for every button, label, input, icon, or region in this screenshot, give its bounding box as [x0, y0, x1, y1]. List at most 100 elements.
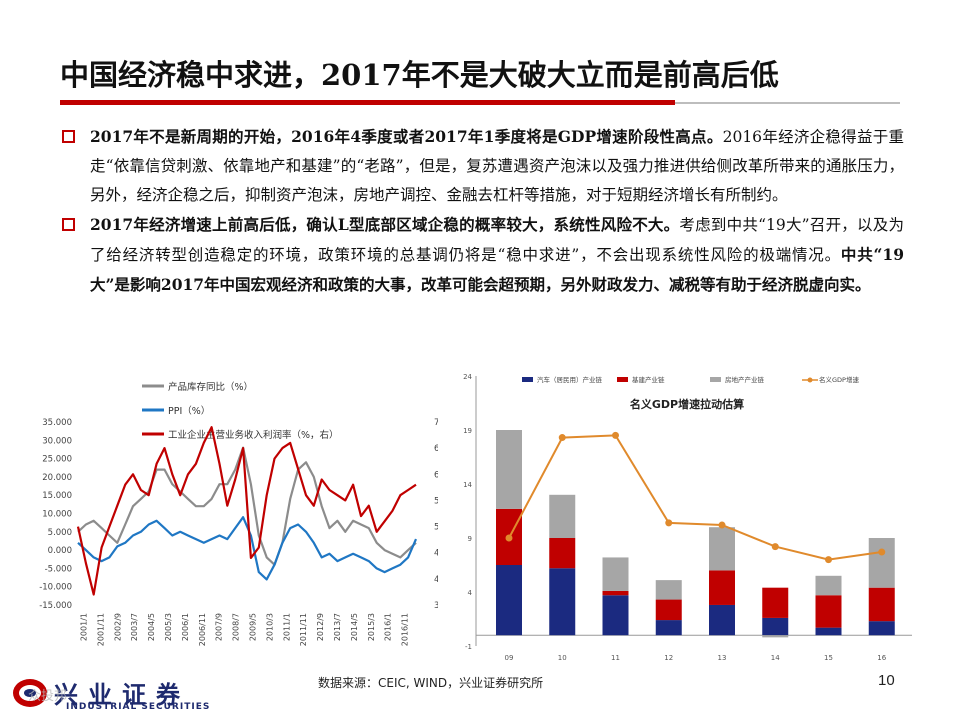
- source-note: 数据来源：CEIC, WIND，兴业证券研究所: [318, 676, 544, 690]
- x-tick-label: 15: [824, 654, 833, 662]
- x-tick-label: 2001/1: [79, 613, 88, 641]
- x-tick-label: 13: [718, 654, 727, 662]
- gdp-point: [718, 521, 726, 529]
- x-tick-label: 2013/7: [333, 613, 342, 641]
- bar-3: [868, 538, 895, 588]
- bar-2: [868, 587, 895, 622]
- gdp-point: [612, 431, 619, 439]
- x-tick-label: 2003/7: [130, 613, 139, 641]
- x-tick-label: 10: [558, 654, 567, 662]
- brand-logo: 兴业证券 INDUSTRIAL SECURITIES: [10, 675, 260, 715]
- legend-label: 产品库存同比（%）: [168, 381, 253, 393]
- x-tick-label: 16: [877, 654, 886, 662]
- bar-1: [815, 627, 842, 636]
- y-tick-label: 0.000: [48, 546, 72, 556]
- y2-tick-label: 6.5: [434, 444, 438, 454]
- bar-1: [762, 617, 789, 636]
- y2-tick-label: 7: [434, 418, 438, 428]
- x-tick-label: 2005/3: [164, 613, 173, 641]
- bar-2: [709, 570, 735, 605]
- logo-emblem-icon: [13, 679, 47, 707]
- gdp-point: [771, 543, 779, 551]
- bar-2: [815, 595, 842, 628]
- x-tick-label: 2010/3: [265, 613, 274, 641]
- gdp-point: [825, 556, 832, 564]
- bar-1: [655, 620, 682, 636]
- legend-label: 基建产业链: [632, 375, 665, 384]
- y-tick-label: 9: [468, 535, 472, 543]
- bar-1: [868, 621, 895, 636]
- y-tick-label: 25.000: [42, 455, 72, 465]
- gdp-point: [665, 519, 673, 527]
- y-tick-label: -15.000: [39, 601, 72, 611]
- x-tick-label: 2016/1: [384, 613, 393, 641]
- bar-3: [815, 575, 842, 596]
- bar-3: [709, 527, 735, 571]
- y2-tick-label: 4.5: [434, 549, 438, 559]
- y-tick-label: -1: [465, 643, 472, 651]
- bar-2: [549, 538, 576, 569]
- bar-2: [762, 587, 789, 618]
- x-tick-label: 12: [664, 654, 673, 662]
- y-tick-label: 15.000: [42, 491, 72, 501]
- y-tick-label: 35.000: [42, 418, 72, 428]
- bullet-square-icon: [62, 130, 75, 143]
- bar-chart: 24 19 14 9 4 -1 汽车（居民用）产业链 基建产业链 房地产产业链 名义GDP增速名义…: [463, 373, 912, 662]
- legend-swatch: [617, 377, 628, 382]
- page-title: 中国经济稳中求进，2017年不是大破大立而是前高后低: [60, 58, 779, 92]
- x-tick-label: 2008/7: [232, 613, 241, 641]
- logo-text-cn: 兴业证券: [54, 681, 190, 709]
- x-tick-label: 2004/5: [147, 613, 156, 641]
- chart-title: 名义GDP增速拉动估算: [630, 397, 744, 411]
- bar-1: [496, 565, 522, 636]
- legend-label: PPI（%）: [168, 405, 210, 417]
- x-tick-label: 2011/11: [299, 613, 308, 646]
- x-tick-label: 2006/1: [181, 613, 190, 641]
- x-tick-label: 14: [771, 654, 780, 662]
- x-tick-label: 2014/5: [350, 613, 359, 641]
- bar-3: [602, 557, 629, 591]
- bar-3: [496, 430, 522, 509]
- line-chart: 产品库存同比（%） PPI（%） 工业企业主营业务收入利润率（%，右） 35.000 3…: [39, 381, 438, 646]
- bar-1: [549, 568, 576, 636]
- y-tick-label: 20.000: [42, 473, 72, 483]
- series-line-3: [76, 426, 417, 596]
- x-tick-label: 2002/9: [113, 613, 122, 641]
- y2-tick-label: 4: [434, 575, 438, 585]
- x-tick-label: 2015/3: [367, 613, 376, 641]
- bullet-text-bold: 2017年不是新周期的开始，2016年4季度或者2017年1季度将是GDP增速阶…: [90, 127, 723, 146]
- x-tick-label: 09: [505, 654, 514, 662]
- bullet-list: 2017年不是新周期的开始，2016年4季度或者2017年1季度将是GDP增速阶…: [62, 122, 904, 300]
- watermark: 众投邦: [28, 689, 68, 704]
- gdp-point: [558, 434, 566, 442]
- y-tick-label: -10.000: [39, 583, 72, 593]
- gdp-line: [508, 434, 882, 561]
- y2-tick-label: 5: [434, 523, 438, 533]
- legend-label: 名义GDP增速: [819, 375, 859, 384]
- logo-text-en: INDUSTRIAL SECURITIES: [66, 702, 211, 712]
- y2-tick-label: 5.5: [434, 496, 438, 506]
- x-tick-label: 11: [611, 654, 620, 662]
- x-tick-label: 2001/11: [96, 613, 105, 646]
- bullet-square-icon: [62, 218, 75, 231]
- x-tick-label: 2007/9: [215, 613, 224, 641]
- gdp-point: [505, 534, 513, 542]
- x-tick-label: 2006/11: [198, 613, 207, 646]
- legend-label: 房地产产业链: [725, 375, 765, 384]
- y-tick-label: 10.000: [42, 510, 72, 520]
- gdp-point: [878, 548, 886, 556]
- title-underline: [60, 100, 675, 105]
- x-tick-label: 2009/5: [248, 613, 257, 641]
- y-tick-label: -5.000: [45, 564, 72, 574]
- series-line-1: [77, 446, 417, 566]
- y-tick-label: 5.000: [48, 528, 72, 538]
- series-line-2: [77, 516, 418, 581]
- bar-3: [762, 635, 789, 638]
- x-tick-label: 2011/1: [282, 613, 291, 641]
- title-underline-gray: [675, 102, 900, 104]
- bar-3: [549, 494, 576, 538]
- y2-tick-label: 6: [434, 470, 438, 480]
- x-tick-label: 2012/9: [316, 613, 325, 641]
- legend-label: 工业企业主营业务收入利润率（%，右）: [168, 429, 339, 441]
- bullet-item: 2017年经济增速上前高后低，确认L型底部区域企稳的概率较大，系统性风险不大。考…: [62, 210, 904, 300]
